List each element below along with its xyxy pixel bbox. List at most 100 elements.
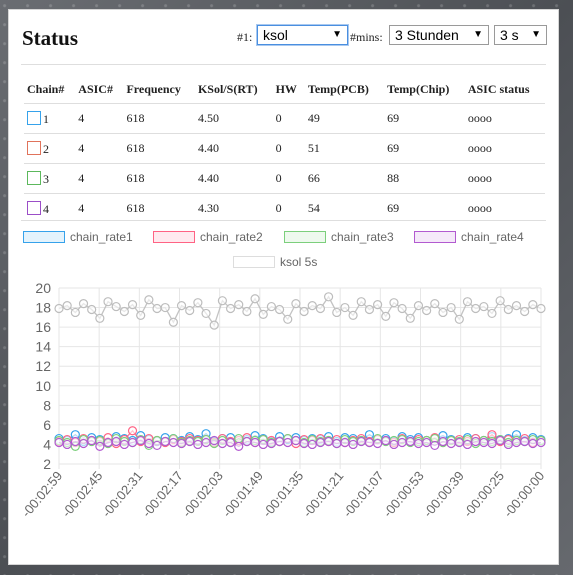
data-point (495, 435, 505, 446)
data-point (258, 439, 268, 450)
chain-color-swatch (27, 170, 41, 185)
hw-errors: 0 (272, 103, 305, 134)
data-point (242, 436, 252, 447)
asic-status: oooo (464, 193, 545, 223)
data-point (528, 300, 538, 310)
data-point (315, 303, 326, 314)
data-point (323, 292, 334, 302)
data-point (127, 426, 138, 436)
data-point (234, 433, 244, 444)
data-point (479, 301, 489, 312)
data-point (127, 300, 138, 310)
col-header: KSol/S(RT) (197, 81, 258, 96)
y-tick-label: 12 (35, 358, 51, 374)
data-point (438, 436, 448, 447)
ksol-rate: 4.50 (194, 103, 273, 134)
col-header: Frequency (126, 81, 181, 96)
table-header-row: Chain# ASIC# Frequency KSol/S(RT) HW Tem… (24, 75, 545, 104)
legend-label: chain_rate1 (70, 230, 133, 244)
y-tick-label: 18 (35, 300, 51, 316)
data-point (54, 303, 64, 314)
period-select[interactable]: 3 Stunden ▼ (389, 25, 489, 45)
legend-item-chain-rate1[interactable]: chain_rate1 (23, 230, 133, 246)
frequency: 618 (123, 163, 195, 194)
chain-color-swatch (27, 200, 41, 215)
data-point (87, 304, 97, 315)
temp-pcb: 66 (304, 163, 385, 194)
legend-swatch (153, 231, 195, 243)
frequency: 618 (123, 103, 195, 134)
asic-count: 4 (75, 193, 124, 223)
data-point (348, 439, 358, 450)
data-point (389, 298, 399, 308)
data-point (225, 437, 236, 448)
legend-item-ksol-5s[interactable]: ksol 5s (233, 255, 317, 271)
data-point (487, 438, 497, 449)
data-point (405, 436, 415, 447)
data-point (119, 306, 129, 317)
col-header: ASIC status (467, 81, 530, 96)
y-tick-label: 14 (35, 339, 51, 355)
data-point (168, 437, 178, 448)
data-point (209, 435, 219, 446)
data-point (307, 300, 317, 311)
legend-item-chain-rate4[interactable]: chain_rate4 (414, 230, 524, 246)
col-header: ASIC# (78, 81, 113, 96)
divider (21, 220, 546, 221)
data-point (87, 435, 97, 446)
data-point (373, 300, 383, 310)
data-point (373, 438, 383, 449)
temp-chip: 69 (384, 193, 465, 223)
col-header: Chain# (27, 81, 65, 96)
table-row: 2 4 618 4.40 0 51 69 oooo (24, 133, 545, 164)
col-header: Temp(PCB) (307, 81, 369, 96)
data-point (283, 314, 293, 324)
legend-swatch (233, 256, 275, 268)
data-point (364, 304, 375, 315)
legend-label: chain_rate2 (200, 230, 263, 244)
legend-label: chain_rate3 (331, 230, 394, 244)
data-point (536, 303, 546, 314)
data-point (62, 439, 72, 450)
data-point (185, 436, 195, 447)
data-point (160, 436, 170, 447)
legend-label: chain_rate4 (461, 230, 524, 244)
table-row: 3 4 618 4.40 0 66 88 oooo (24, 163, 545, 194)
data-point (193, 298, 203, 308)
asic-count: 4 (75, 133, 124, 164)
hw-errors: 0 (272, 193, 305, 223)
data-point (152, 440, 162, 451)
chain-number: 3 (43, 171, 49, 186)
data-point (389, 439, 399, 450)
data-point (78, 438, 89, 449)
legend-item-chain-rate2[interactable]: chain_rate2 (153, 230, 263, 246)
frequency: 618 (123, 133, 195, 164)
y-tick-label: 8 (43, 397, 51, 413)
data-point (54, 437, 64, 448)
legend-item-chain-rate3[interactable]: chain_rate3 (284, 230, 394, 246)
chain-number: 2 (43, 141, 49, 156)
data-point (430, 440, 440, 451)
data-point (479, 437, 489, 448)
data-point (511, 300, 522, 311)
data-point (536, 437, 546, 448)
data-point (503, 304, 513, 315)
data-point (103, 297, 113, 307)
device-select[interactable]: ksol ▼ (257, 25, 348, 45)
data-point (242, 306, 252, 317)
asic-status: oooo (464, 133, 545, 164)
x-tick-label: -00:01:35 (259, 468, 306, 520)
x-tick-label: -00:01:21 (300, 468, 347, 520)
data-point (168, 317, 178, 327)
legend-swatch (414, 231, 456, 243)
data-point (356, 436, 366, 447)
data-point (348, 310, 358, 320)
chain-number: 4 (43, 201, 49, 216)
data-point (234, 441, 244, 451)
data-point (340, 302, 350, 313)
data-point (95, 313, 105, 323)
data-point (405, 313, 415, 323)
interval-select[interactable]: 3 s ▼ (494, 25, 547, 45)
temp-pcb: 51 (304, 133, 385, 164)
device-select-value: ksol (263, 27, 288, 43)
